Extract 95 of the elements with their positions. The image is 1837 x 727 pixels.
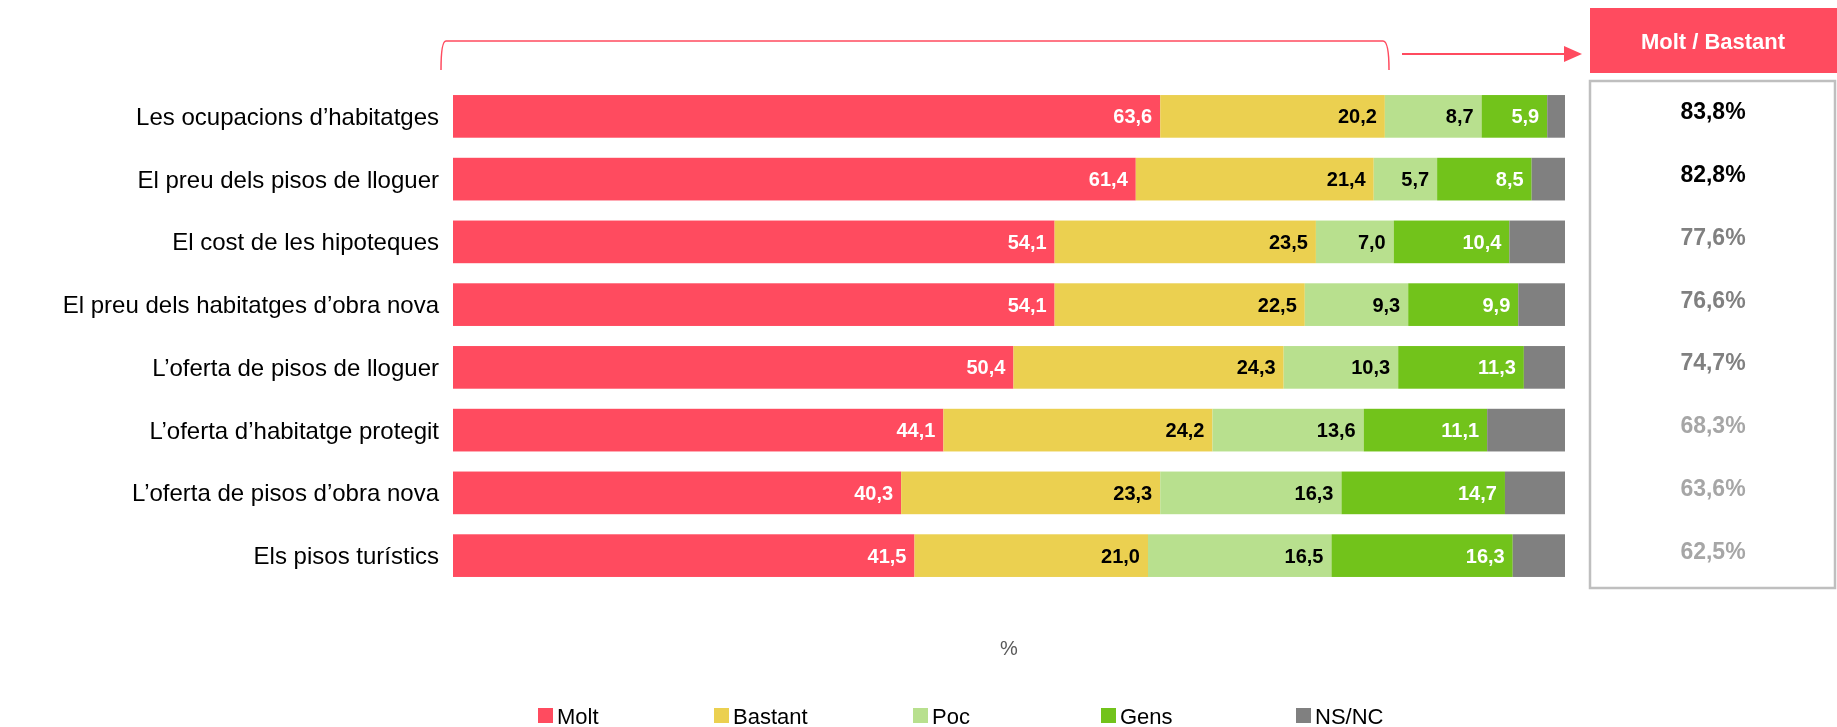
data-label: 11,1 <box>1441 419 1480 442</box>
bar <box>1135 157 1374 201</box>
data-label: 13,6 <box>1316 419 1356 442</box>
bar <box>1481 95 1548 138</box>
data-label: 22,5 <box>1257 293 1297 316</box>
bar <box>1531 157 1565 201</box>
bar <box>1148 534 1332 577</box>
y-tick-label: L’oferta de pisos d’obra nova <box>132 479 440 507</box>
bar <box>453 95 1161 138</box>
data-label: 50,4 <box>966 356 1007 379</box>
bar <box>901 471 1161 515</box>
bar <box>1283 346 1399 389</box>
data-label: 23,5 <box>1268 230 1308 253</box>
bar <box>1054 220 1316 264</box>
bar <box>453 157 1136 201</box>
bar <box>1160 471 1342 515</box>
data-label: 24,2 <box>1165 419 1205 442</box>
data-label: 16,5 <box>1284 544 1324 567</box>
data-label: 8,5 <box>1495 168 1524 191</box>
bar <box>1437 157 1532 201</box>
bar <box>453 346 1014 389</box>
legend-label: Molt <box>557 703 599 727</box>
text: 63,6% <box>1680 474 1746 501</box>
bar <box>453 220 1055 264</box>
text: 62,5% <box>1680 537 1746 564</box>
data-label: 63,6 <box>1113 105 1153 128</box>
data-label: 9,9 <box>1482 293 1511 316</box>
data-label: 5,7 <box>1401 168 1430 191</box>
data-label: 10,4 <box>1462 230 1503 253</box>
data-label: 44,1 <box>896 419 936 442</box>
y-tick-label: El cost de les hipoteques <box>172 228 439 256</box>
bar <box>1398 346 1524 389</box>
data-label: 21,0 <box>1101 544 1140 567</box>
bar <box>1013 346 1284 389</box>
text: 83,8% <box>1680 98 1746 125</box>
data-label: 7,0 <box>1357 230 1386 253</box>
y-tick-label: Les ocupacions d’habitatges <box>136 102 439 130</box>
x-axis-title: % <box>1000 637 1019 659</box>
bar <box>1393 220 1510 264</box>
data-label: 23,3 <box>1113 481 1153 504</box>
data-label: 54,1 <box>1007 293 1047 316</box>
data-label: 9,3 <box>1372 293 1401 316</box>
bar <box>1341 471 1505 515</box>
bar <box>914 534 1148 577</box>
data-label: 8,7 <box>1445 105 1474 128</box>
bar <box>1523 346 1565 389</box>
data-label: 5,9 <box>1511 105 1540 128</box>
bar <box>1304 283 1409 326</box>
legend-label: Poc <box>932 703 970 727</box>
y-tick-label: El preu dels habitatges d’obra nova <box>62 291 440 319</box>
data-label: 20,2 <box>1337 105 1377 128</box>
bar <box>1547 95 1565 138</box>
bar <box>1408 283 1519 326</box>
data-label: 61,4 <box>1088 168 1129 191</box>
bar <box>1512 534 1565 577</box>
bar <box>453 408 944 452</box>
data-label: 14,7 <box>1458 481 1497 504</box>
bar <box>1373 157 1438 201</box>
bar <box>1509 220 1565 264</box>
bar <box>1212 408 1364 452</box>
data-label: 24,3 <box>1236 356 1276 379</box>
bar <box>1504 471 1565 515</box>
bar <box>1518 283 1565 326</box>
data-label: 10,3 <box>1351 356 1391 379</box>
data-label: 16,3 <box>1465 544 1505 567</box>
data-label: 40,3 <box>854 481 894 504</box>
data-label: 16,3 <box>1294 481 1334 504</box>
data-label: 41,5 <box>867 544 907 567</box>
bar <box>453 283 1055 326</box>
data-label: 54,1 <box>1007 230 1047 253</box>
data-label: 11,3 <box>1478 356 1516 379</box>
bar <box>943 408 1213 452</box>
bar <box>1363 408 1488 452</box>
text: 76,6% <box>1680 286 1746 313</box>
bar <box>1315 220 1394 264</box>
bar <box>453 471 902 515</box>
text: 68,3% <box>1680 412 1746 439</box>
legend-label: Gens <box>1120 703 1173 727</box>
y-tick-label: L’oferta de pisos de lloguer <box>152 353 439 381</box>
y-tick-label: Els pisos turístics <box>253 542 439 570</box>
y-tick-label: El preu dels pisos de lloguer <box>137 165 439 193</box>
bar <box>1487 408 1565 452</box>
bar <box>1160 95 1385 138</box>
text: 77,6% <box>1680 223 1746 250</box>
bar <box>1331 534 1513 577</box>
legend-label: NS/NC <box>1315 703 1384 727</box>
text: 82,8% <box>1680 161 1746 188</box>
legend-label: Bastant <box>733 703 808 727</box>
text: 74,7% <box>1680 349 1746 376</box>
y-tick-label: L’oferta d’habitatge protegit <box>149 416 440 444</box>
data-label: 21,4 <box>1326 168 1367 191</box>
text: Molt / Bastant <box>1640 28 1786 54</box>
bar <box>1384 95 1482 138</box>
bar <box>453 534 915 577</box>
bar <box>1054 283 1305 326</box>
